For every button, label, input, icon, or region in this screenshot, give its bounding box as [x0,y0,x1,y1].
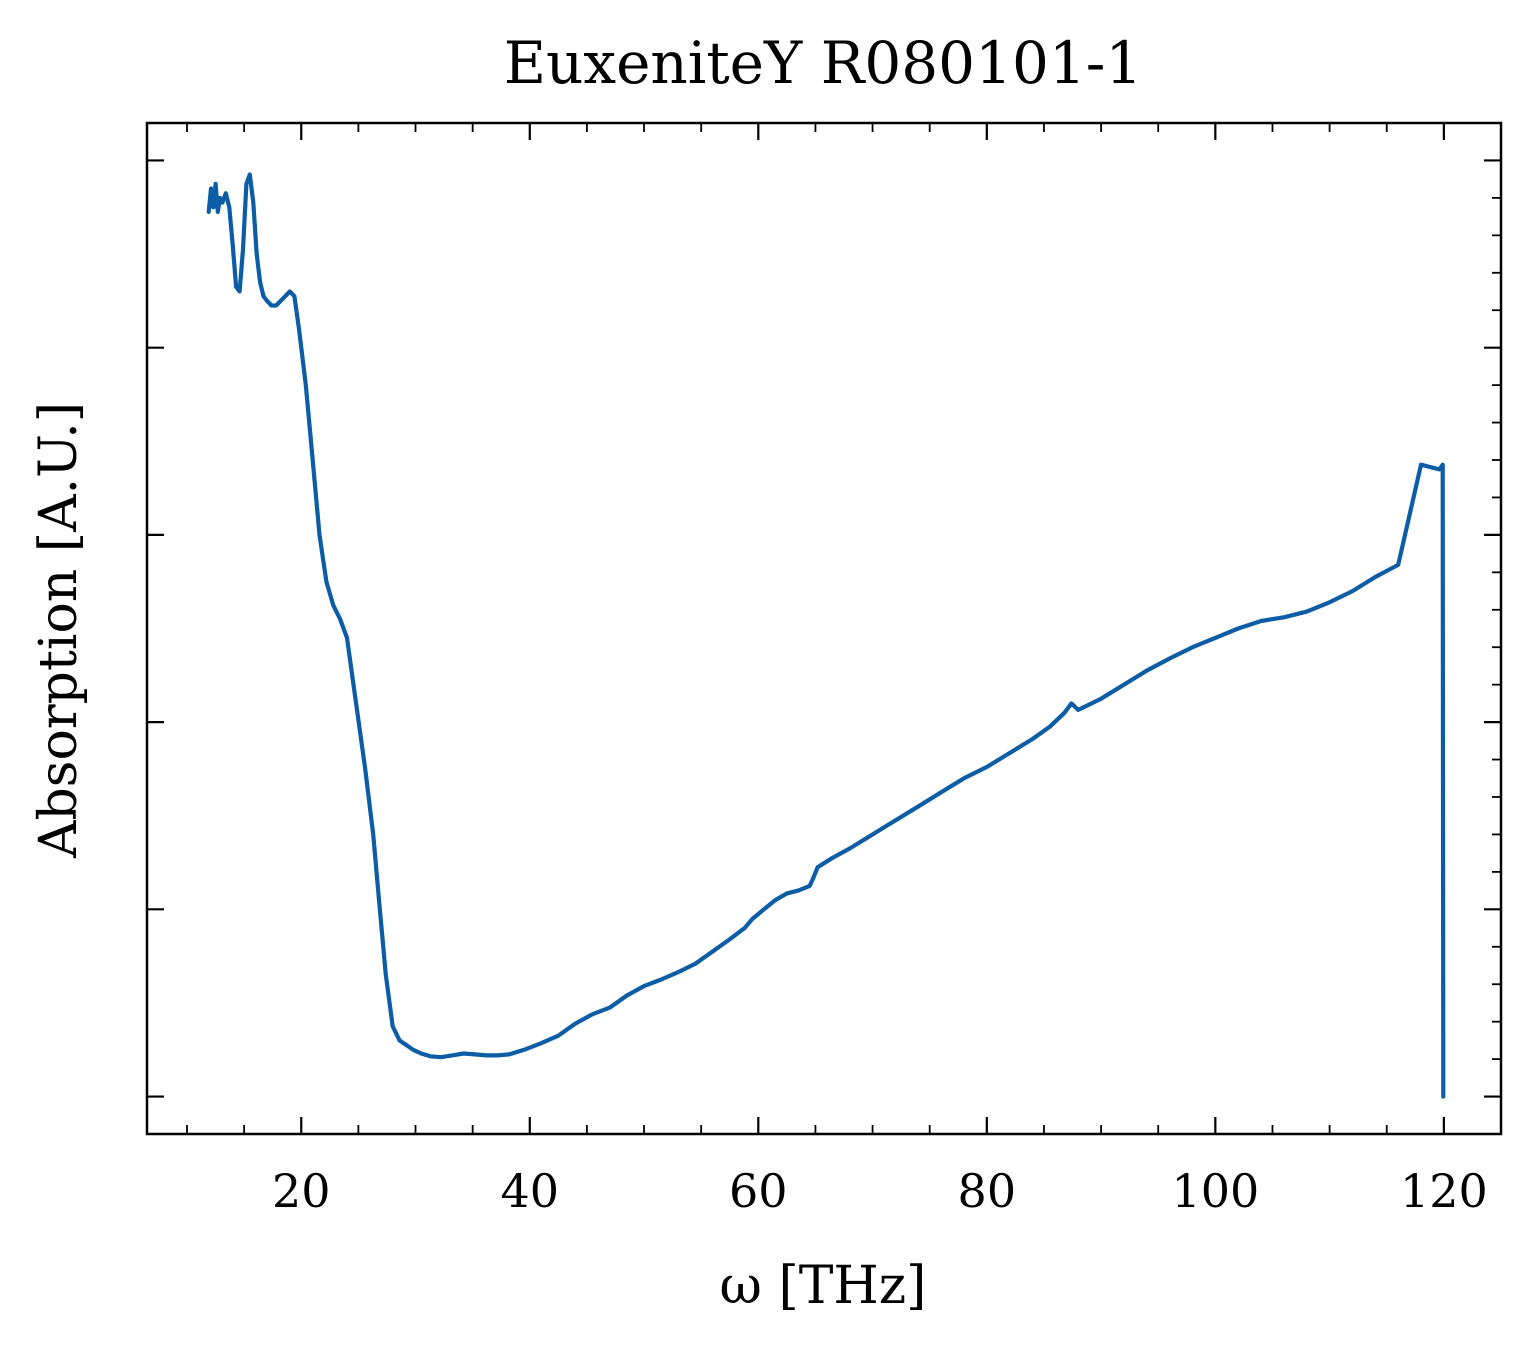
x-axis-label: ω [THz] [720,1256,927,1316]
plot-area: 20 40 60 80 100 120 [145,121,1503,1218]
x-tick-label-20: 20 [272,1164,331,1218]
y-axis-label: Absorption [A.U.] [29,402,89,859]
x-tick-label-120: 120 [1400,1164,1488,1218]
x-tick-label-40: 40 [501,1164,560,1218]
axes-frame [145,121,1503,1136]
data-series-line-1 [206,172,1446,1099]
x-tick-label-80: 80 [958,1164,1017,1218]
chart-title: EuxeniteY R080101-1 [504,29,1143,97]
x-tick-label-100: 100 [1171,1164,1259,1218]
x-tick-label-60: 60 [729,1164,788,1218]
